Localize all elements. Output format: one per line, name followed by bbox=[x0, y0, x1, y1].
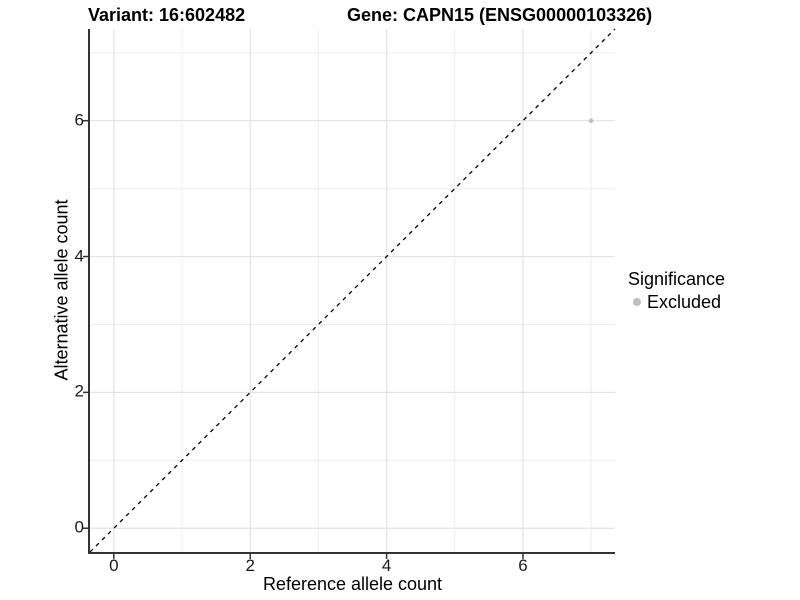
legend: Significance Excluded bbox=[628, 269, 725, 312]
scatter-plot bbox=[83, 28, 616, 559]
data-point bbox=[588, 118, 594, 123]
plot-panel bbox=[83, 28, 616, 559]
x-axis-title: Reference allele count bbox=[262, 574, 443, 594]
y-tick-label: 2 bbox=[74, 381, 84, 401]
x-tick-label: 0 bbox=[109, 556, 119, 575]
x-tick-label: 2 bbox=[245, 556, 255, 575]
legend-item-label: Excluded bbox=[647, 291, 722, 312]
legend-key bbox=[628, 293, 646, 311]
x-tick-label: 6 bbox=[518, 556, 528, 575]
y-tick-label: 6 bbox=[74, 110, 84, 130]
y-axis-title: Alternative allele count bbox=[51, 199, 72, 381]
excluded-point-icon bbox=[633, 298, 641, 306]
x-tick-label: 4 bbox=[381, 556, 392, 575]
gene-title: Gene: CAPN15 (ENSG00000103326) bbox=[347, 5, 653, 25]
legend-item-excluded: Excluded bbox=[628, 292, 725, 312]
y-tick-label: 0 bbox=[74, 517, 84, 537]
variant-title: Variant: 16:602482 bbox=[88, 5, 246, 25]
legend-title: Significance bbox=[628, 269, 726, 289]
identity-line bbox=[89, 28, 616, 553]
y-tick-label: 4 bbox=[74, 246, 84, 266]
